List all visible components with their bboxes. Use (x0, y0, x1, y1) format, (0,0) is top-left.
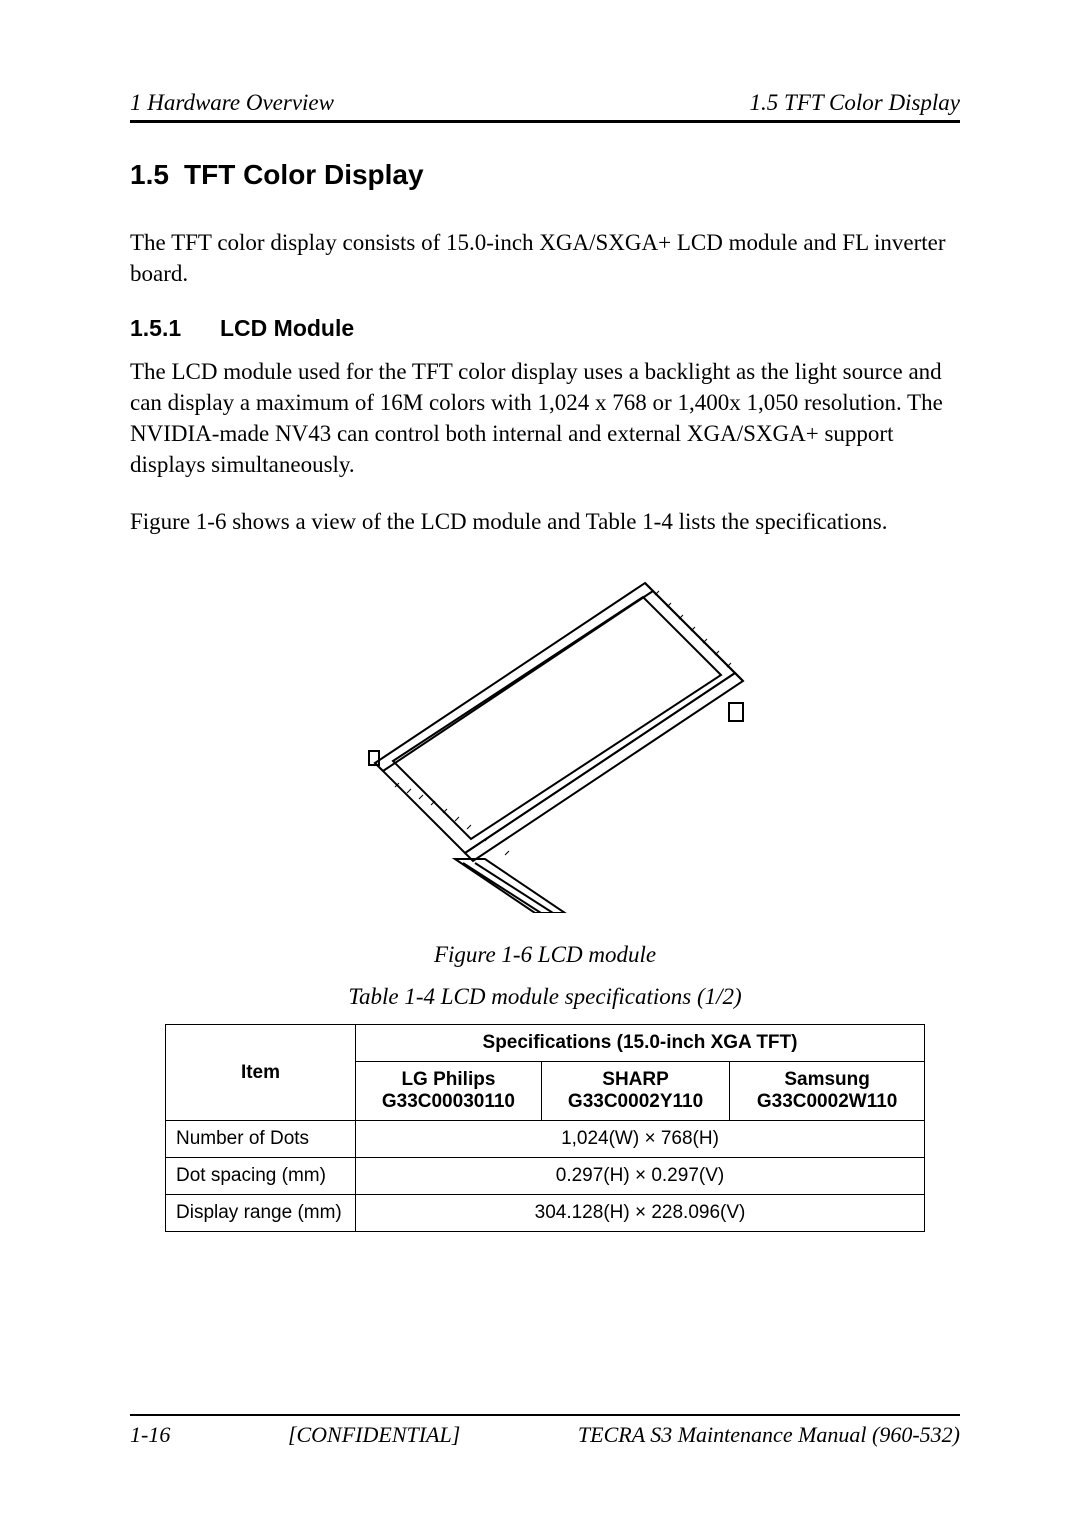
table-row: Dot spacing (mm) 0.297(H) × 0.297(V) (166, 1158, 925, 1195)
subsection-heading: 1.5.1 LCD Module (130, 315, 960, 342)
col-header: Samsung G33C0002W110 (730, 1062, 925, 1121)
table-row: Item Specifications (15.0-inch XGA TFT) (166, 1025, 925, 1062)
spec-header: Specifications (15.0-inch XGA TFT) (356, 1025, 925, 1062)
header-right: 1.5 TFT Color Display (750, 90, 960, 116)
col-header: SHARP G33C0002Y110 (541, 1062, 729, 1121)
footer-center: [CONFIDENTIAL] (288, 1422, 460, 1448)
footer-right: TECRA S3 Maintenance Manual (960-532) (578, 1422, 960, 1448)
vendor-name: SHARP (552, 1069, 719, 1091)
sub-paragraph-1: The LCD module used for the TFT color di… (130, 356, 960, 480)
page-header: 1 Hardware Overview 1.5 TFT Color Displa… (130, 90, 960, 123)
row-label: Display range (mm) (166, 1195, 356, 1232)
sub-paragraph-2: Figure 1-6 shows a view of the LCD modul… (130, 506, 960, 537)
table-row: Display range (mm) 304.128(H) × 228.096(… (166, 1195, 925, 1232)
row-value: 1,024(W) × 768(H) (356, 1121, 925, 1158)
subsection-title: LCD Module (220, 315, 354, 342)
spec-table: Item Specifications (15.0-inch XGA TFT) … (165, 1024, 925, 1232)
section-title: TFT Color Display (184, 159, 424, 191)
table-caption: Table 1-4 LCD module specifications (1/2… (130, 984, 960, 1010)
col-header: LG Philips G33C00030110 (356, 1062, 542, 1121)
table-row: Number of Dots 1,024(W) × 768(H) (166, 1121, 925, 1158)
section-number: 1.5 (130, 159, 184, 191)
vendor-code: G33C00030110 (366, 1091, 531, 1113)
vendor-code: G33C0002W110 (740, 1091, 914, 1113)
intro-paragraph: The TFT color display consists of 15.0-i… (130, 227, 960, 289)
header-left: 1 Hardware Overview (130, 90, 334, 116)
row-label: Number of Dots (166, 1121, 356, 1158)
row-label: Dot spacing (mm) (166, 1158, 356, 1195)
vendor-code: G33C0002Y110 (552, 1091, 719, 1113)
section-heading: 1.5 TFT Color Display (130, 159, 960, 191)
lcd-module-illustration (335, 563, 755, 913)
page: 1 Hardware Overview 1.5 TFT Color Displa… (0, 0, 1080, 1528)
figure-caption: Figure 1-6 LCD module (130, 942, 960, 968)
page-footer: 1-16 [CONFIDENTIAL] TECRA S3 Maintenance… (130, 1414, 960, 1448)
row-value: 0.297(H) × 0.297(V) (356, 1158, 925, 1195)
vendor-name: Samsung (740, 1069, 914, 1091)
figure (130, 563, 960, 918)
subsection-number: 1.5.1 (130, 315, 220, 342)
row-value: 304.128(H) × 228.096(V) (356, 1195, 925, 1232)
item-header: Item (166, 1025, 356, 1121)
footer-page-number: 1-16 (130, 1422, 170, 1448)
vendor-name: LG Philips (366, 1069, 531, 1091)
